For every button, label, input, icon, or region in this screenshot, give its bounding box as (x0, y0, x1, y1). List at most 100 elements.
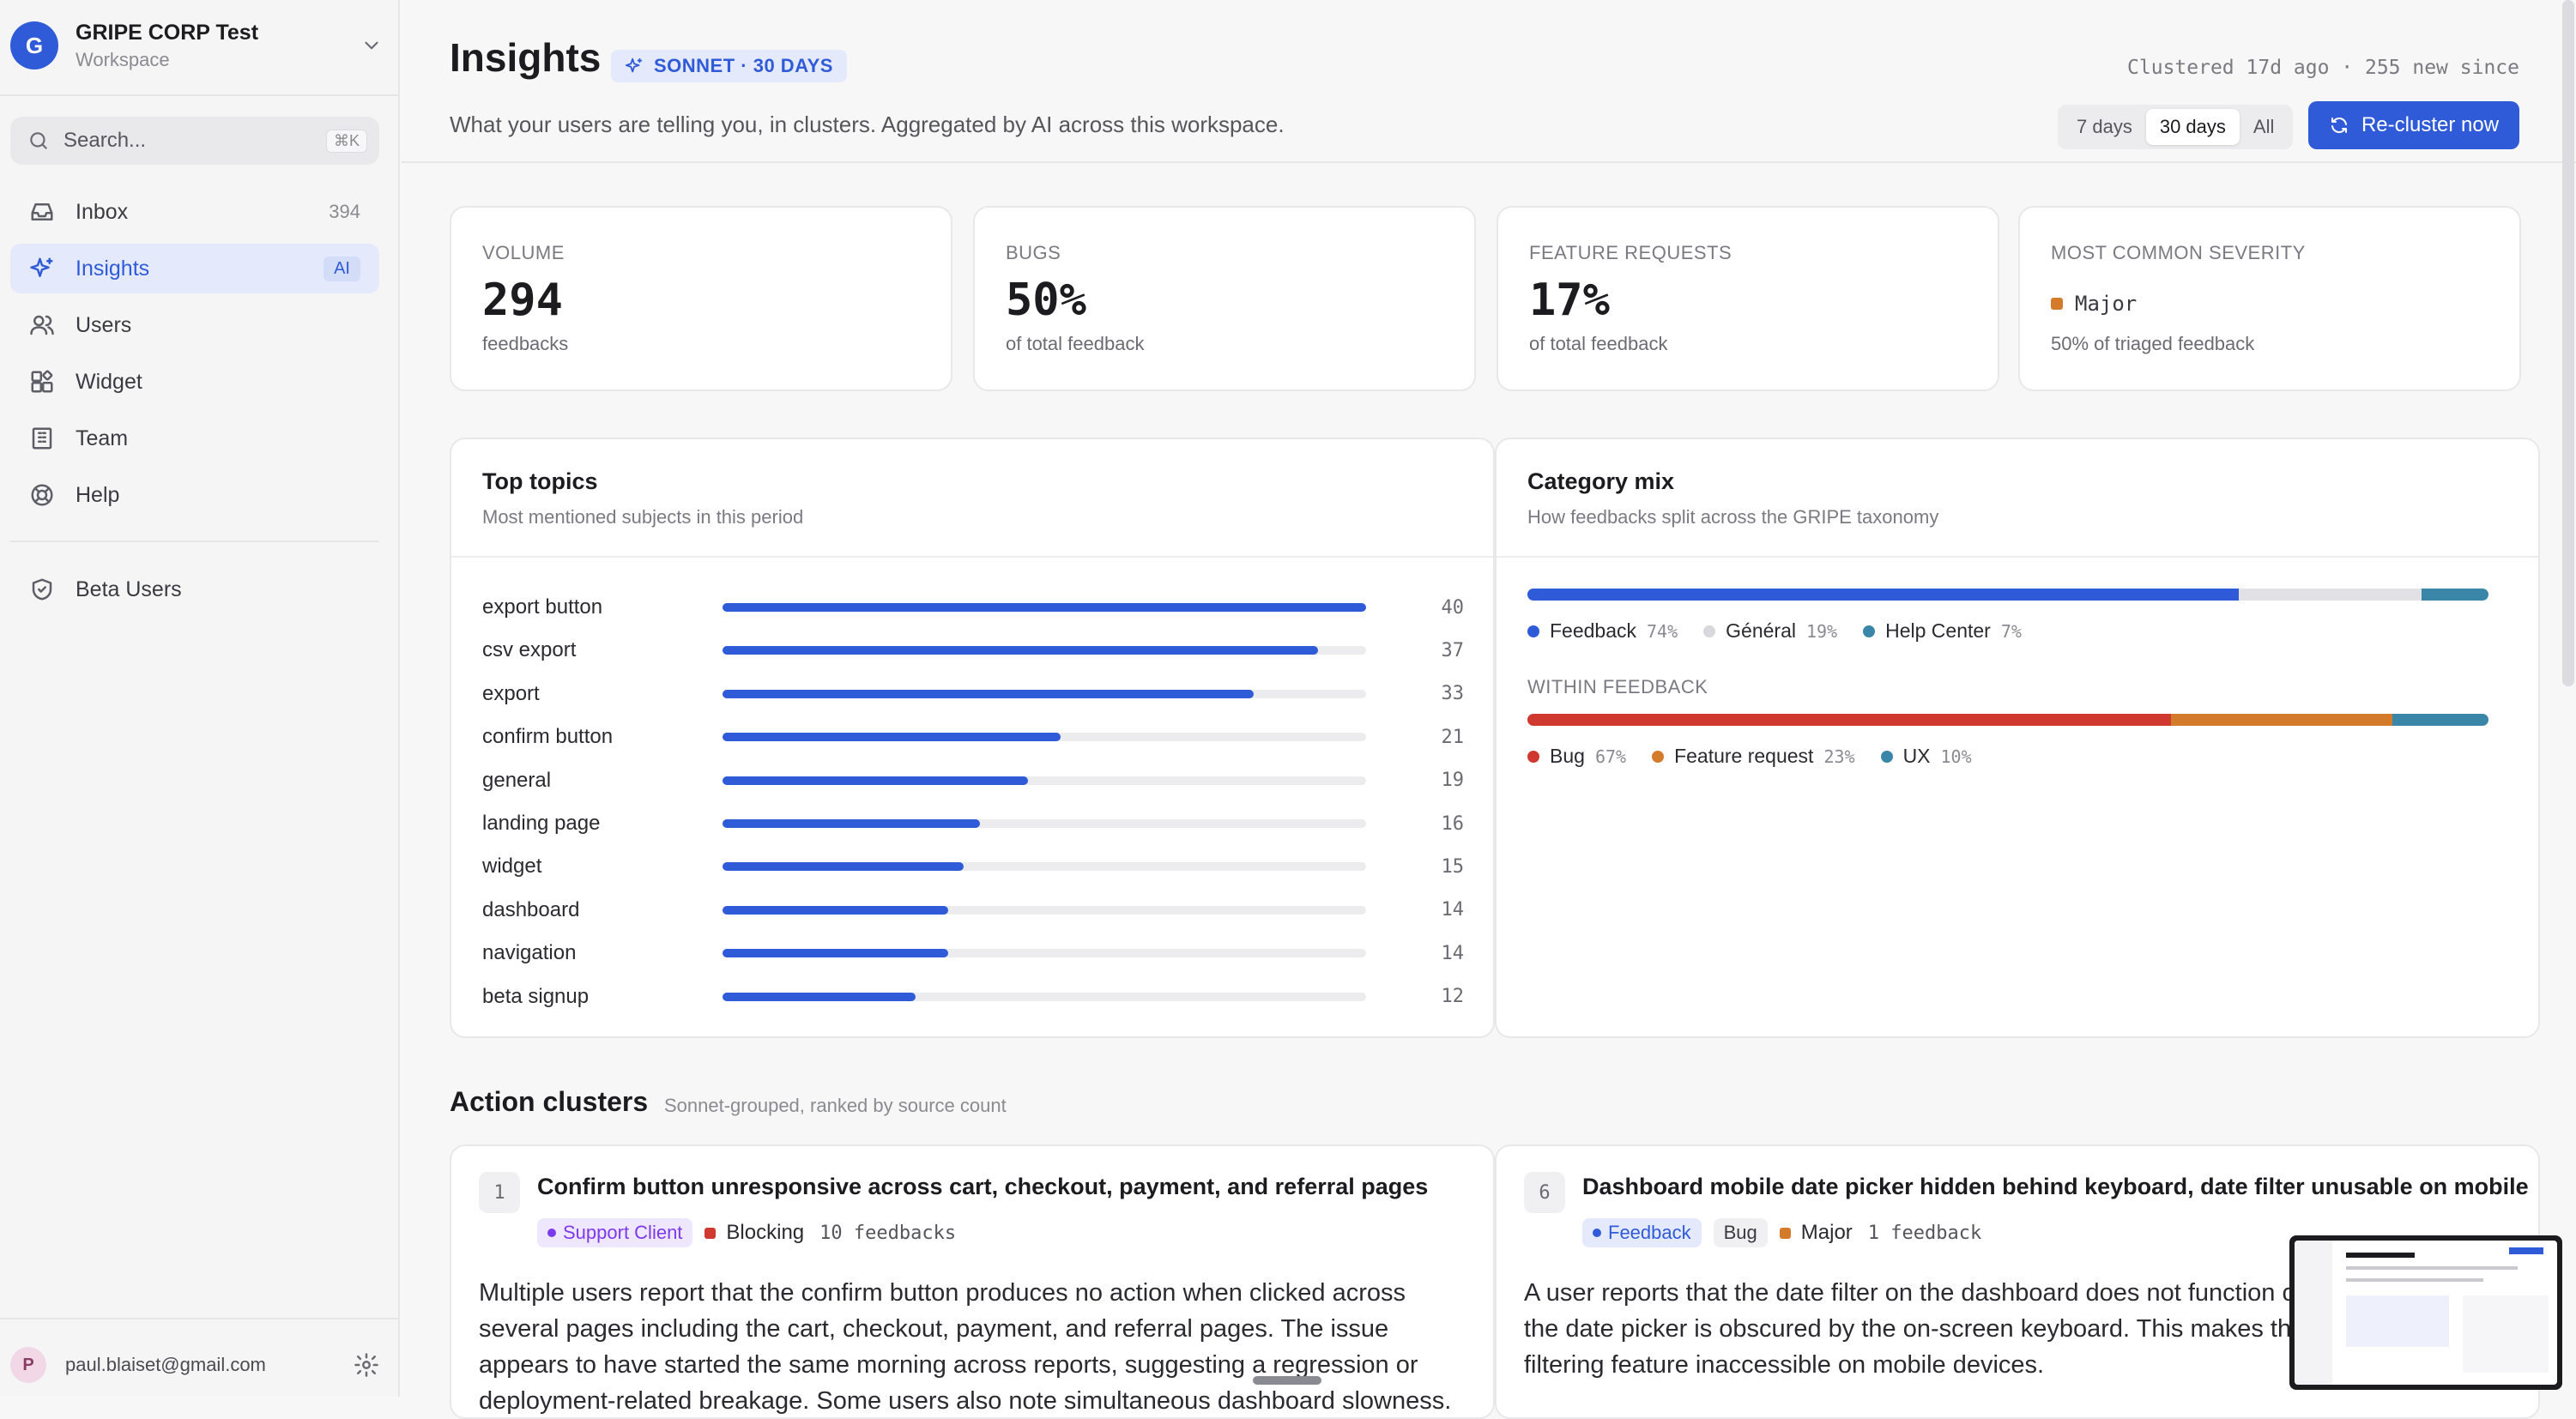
avatar: P (10, 1347, 46, 1383)
topic-count: 21 (1441, 726, 1465, 748)
stat-label: BUGS (1006, 242, 1061, 263)
topic-label: landing page (482, 812, 601, 835)
cluster-title: Dashboard mobile date picker hidden behi… (1582, 1174, 2529, 1199)
severity-dot (1779, 1227, 1791, 1239)
cluster-tags: Support Client Blocking 10 feedbacks (537, 1218, 956, 1247)
topic-label: export (482, 681, 540, 705)
sidebar-item-team[interactable]: Team (10, 414, 379, 463)
severity-tag: Major (1779, 1221, 1853, 1245)
page-scrollbar[interactable] (2562, 0, 2574, 686)
topic-bar-track (723, 603, 1366, 612)
topic-row[interactable]: general 19 (482, 764, 1464, 798)
topic-row[interactable]: navigation 14 (482, 936, 1464, 970)
refresh-icon (2331, 117, 2347, 134)
stack-segment (1527, 589, 2239, 601)
topic-row[interactable]: csv export 37 (482, 633, 1464, 667)
sidebar-item-widget[interactable]: Widget (10, 357, 379, 407)
cluster-card[interactable]: 1 Confirm button unresponsive across car… (450, 1144, 1495, 1419)
sidebar-item-beta-users[interactable]: Beta Users (10, 565, 379, 614)
legend-item: Feature request 23% (1652, 745, 1855, 768)
sidebar-item-label: Help (76, 482, 120, 507)
topic-bar-track (723, 992, 1366, 1001)
topic-row[interactable]: widget 15 (482, 849, 1464, 884)
inbox-count: 394 (329, 201, 360, 222)
topic-row[interactable]: beta signup 12 (482, 980, 1464, 1014)
topic-label: widget (482, 854, 542, 879)
topic-bar (723, 733, 1061, 742)
severity-dot (704, 1227, 717, 1239)
topic-count: 15 (1441, 855, 1465, 878)
topic-count: 16 (1441, 812, 1465, 835)
topic-label: export button (482, 595, 603, 619)
topic-bar (723, 776, 1029, 785)
drag-handle[interactable] (1253, 1376, 1321, 1385)
tag-dot (547, 1229, 556, 1237)
sidebar-item-inbox[interactable]: Inbox 394 (10, 187, 379, 237)
category-legend: Feedback 74% Général 19% Help Center 7% (1527, 619, 2047, 643)
topic-row[interactable]: dashboard 14 (482, 893, 1464, 927)
ai-badge: AI (324, 256, 360, 281)
sparkles-icon (30, 257, 53, 277)
sidebar-item-users[interactable]: Users (10, 300, 379, 350)
topic-bar-track (723, 819, 1366, 828)
top-topics-panel: Top topics Most mentioned subjects in th… (450, 438, 1495, 1038)
topic-count: 14 (1441, 942, 1465, 964)
building-icon (32, 427, 52, 450)
search-input[interactable]: Search... ⌘K (10, 117, 379, 165)
sidebar-item-insights[interactable]: Insights AI (10, 244, 379, 293)
sidebar-item-help[interactable]: Help (10, 470, 379, 520)
recluster-button[interactable]: Re-cluster now (2308, 101, 2519, 149)
legend-dot (1527, 750, 1539, 763)
user-menu[interactable]: P paul.blaiset@gmail.com (10, 1344, 379, 1386)
cluster-summary: Multiple users report that the confirm b… (479, 1279, 1452, 1415)
category-stacked-bar (1527, 589, 2488, 601)
page-header: Insights SONNET · 30 DAYS What your user… (402, 0, 2576, 163)
stat-card-volume: VOLUME 294 feedbacks (450, 206, 952, 391)
topic-count: 37 (1441, 639, 1465, 661)
sidebar-item-label: Users (76, 312, 132, 337)
topic-count: 33 (1441, 683, 1465, 705)
model-badge-label: SONNET · 30 DAYS (654, 55, 833, 76)
legend-item: Feedback 74% (1527, 619, 1678, 643)
feedback-type-stacked-bar (1527, 714, 2488, 726)
users-icon (30, 315, 54, 335)
topic-label: navigation (482, 941, 577, 965)
chevron-down-icon (365, 41, 378, 50)
tag-dot (1593, 1229, 1601, 1237)
lifebuoy-icon (31, 484, 53, 506)
range-all[interactable]: All (2252, 116, 2275, 137)
feedback-count: 1 feedback (1867, 1222, 1982, 1244)
workspace-subtitle: Workspace (76, 48, 170, 70)
page-subtitle: What your users are telling you, in clus… (450, 112, 1285, 137)
topic-row[interactable]: export button 40 (482, 590, 1464, 625)
stat-label: FEATURE REQUESTS (1529, 242, 1732, 263)
legend-pct: 7% (2000, 620, 2022, 642)
legend-pct: 19% (1805, 620, 1838, 642)
gear-icon[interactable] (354, 1352, 379, 1378)
cluster-rank: 6 (1524, 1172, 1565, 1213)
category-tag: Support Client (537, 1218, 693, 1247)
legend-label: UX (1902, 745, 1931, 767)
stat-value: Major (2075, 292, 2138, 316)
topic-bar-track (723, 905, 1366, 915)
inbox-icon (31, 203, 53, 220)
search-shortcut: ⌘K (325, 129, 367, 153)
range-30-days[interactable]: 30 days (2145, 109, 2240, 145)
topic-bar (723, 862, 964, 872)
topic-row[interactable]: landing page 16 (482, 806, 1464, 841)
range-7-days[interactable]: 7 days (2077, 116, 2132, 137)
topic-bar-track (723, 776, 1366, 785)
legend-label: Feedback (1550, 619, 1637, 642)
topic-row[interactable]: confirm button 21 (482, 720, 1464, 754)
topic-bar-track (723, 862, 1366, 872)
cluster-summary: A user reports that the date filter on t… (1524, 1279, 2477, 1379)
stat-value: 17% (1529, 275, 1610, 326)
topic-row[interactable]: export 33 (482, 677, 1464, 711)
legend-dot (1527, 625, 1539, 637)
screen-preview-thumbnail[interactable] (2289, 1235, 2562, 1390)
workspace-switcher[interactable]: G GRIPE CORP Test Workspace (10, 19, 388, 72)
stack-segment (2238, 589, 2422, 601)
topic-bar (723, 949, 948, 958)
topic-label: csv export (482, 638, 577, 662)
section-title: Action clusters (450, 1086, 649, 1117)
